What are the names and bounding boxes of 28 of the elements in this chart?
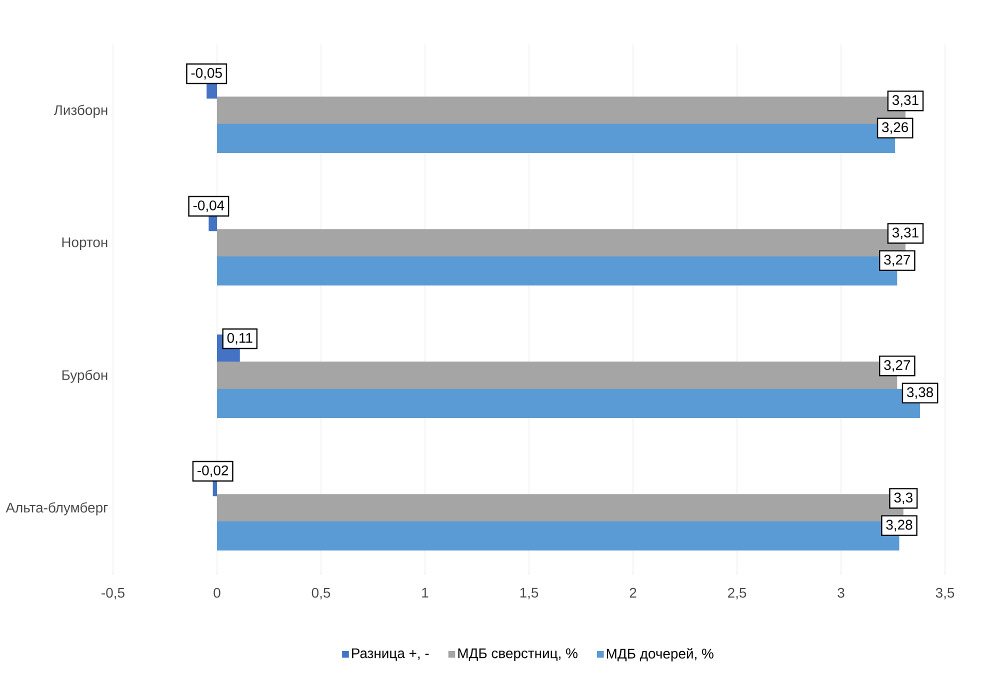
y-tick-label: Лизборн xyxy=(54,104,108,118)
x-tick-label: 3 xyxy=(838,588,844,598)
data-label: -0,04 xyxy=(193,200,224,212)
x-tick-label: 0 xyxy=(214,588,220,598)
y-tick-label: Бурбон xyxy=(62,370,108,383)
data-label: 3,31 xyxy=(892,95,918,107)
data-label: -0,05 xyxy=(191,68,222,80)
data-label: -0,02 xyxy=(198,465,228,478)
x-tick-label: 3,5 xyxy=(936,588,954,600)
x-tick-label: 2,5 xyxy=(728,588,746,600)
data-label: 3,26 xyxy=(882,122,908,134)
y-tick-label: Альта-блумберг xyxy=(6,502,108,516)
x-tick-label: 0,5 xyxy=(312,588,330,600)
data-label: 3,38 xyxy=(907,387,934,399)
data-label: 3,27 xyxy=(884,254,910,266)
legend-label: МДБ сверстниц, % xyxy=(458,648,578,661)
x-tick-label: 1 xyxy=(422,588,428,598)
legend-label: МДБ дочерей, % xyxy=(606,648,714,662)
x-tick-label: 1,5 xyxy=(520,588,538,600)
legend-label: Разница +, - xyxy=(352,648,429,661)
x-tick-label: -0,5 xyxy=(102,588,124,600)
x-tick-label: 2 xyxy=(630,588,636,598)
data-label: 3,27 xyxy=(884,360,910,372)
data-label: 3,3 xyxy=(894,492,912,504)
data-label: 0,11 xyxy=(227,332,252,345)
data-label: 3,28 xyxy=(886,520,912,532)
y-tick-label: Нортон xyxy=(62,238,108,250)
data-label: 3,31 xyxy=(892,228,918,240)
